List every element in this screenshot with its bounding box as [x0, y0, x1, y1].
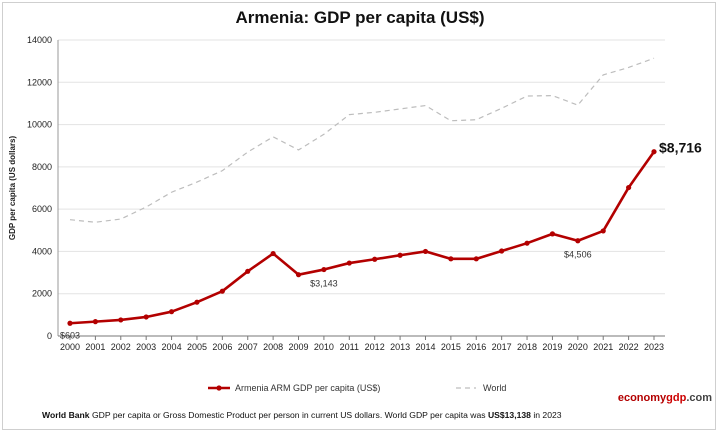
x-tick-label: 2004 [162, 342, 182, 352]
x-tick-label: 2005 [187, 342, 207, 352]
data-point [346, 260, 352, 266]
x-tick-label: 2017 [492, 342, 512, 352]
data-point [194, 299, 200, 305]
legend-label-armenia: Armenia ARM GDP per capita (US$) [235, 383, 380, 393]
x-tick-label: 2007 [238, 342, 258, 352]
data-point [245, 268, 251, 274]
data-point [321, 266, 327, 273]
data-point [626, 184, 632, 191]
x-tick-label: 2010 [314, 342, 334, 352]
data-point [575, 238, 581, 244]
y-tick-label: 14000 [27, 35, 52, 45]
data-point [295, 272, 302, 278]
y-tick-label: 2000 [32, 289, 52, 299]
series-line-world [69, 57, 655, 223]
x-tick-label: 2011 [340, 342, 359, 352]
x-tick-label: 2001 [85, 342, 105, 352]
x-tick-label: 2003 [136, 342, 156, 352]
data-label: $8,716 [659, 140, 702, 156]
x-tick-label: 2015 [441, 342, 461, 352]
data-point [600, 228, 606, 234]
data-point [524, 240, 530, 246]
brand-part-2: gdp [666, 392, 687, 404]
series-line-armenia [69, 150, 656, 325]
y-tick-label: 0 [47, 331, 52, 341]
y-tick-label: 6000 [32, 204, 52, 214]
data-label: $4,506 [564, 250, 592, 260]
y-tick-label: 8000 [32, 162, 52, 172]
footer-text-2: in 2023 [530, 410, 562, 420]
chart-frame [2, 2, 716, 430]
x-tick-label: 2009 [289, 342, 309, 352]
x-tick-label: 2020 [568, 342, 588, 352]
data-label: $603 [60, 330, 80, 340]
chart-title: Armenia: GDP per capita (US$) [235, 8, 485, 27]
data-point [118, 317, 124, 323]
legend-marker-armenia [216, 385, 222, 391]
x-tick-label: 2014 [415, 342, 435, 352]
data-point [397, 252, 403, 258]
data-point [549, 231, 556, 237]
data-point [499, 248, 505, 254]
data-point [473, 256, 479, 262]
data-point [422, 248, 429, 255]
x-tick-label: 2013 [390, 342, 410, 352]
legend-label-world: World [483, 383, 506, 393]
y-tick-label: 10000 [27, 120, 52, 130]
data-label: $3,143 [310, 279, 338, 289]
x-tick-label: 2006 [212, 342, 232, 352]
footer-value: US$13,138 [487, 410, 531, 420]
brand-logo[interactable]: economygdp.com [618, 392, 712, 404]
data-point [219, 288, 225, 294]
data-point [372, 256, 378, 262]
data-point [651, 149, 657, 155]
data-point [168, 309, 175, 315]
x-tick-label: 2022 [619, 342, 639, 352]
x-tick-label: 2012 [365, 342, 385, 352]
x-tick-label: 2018 [517, 342, 537, 352]
x-tick-label: 2023 [644, 342, 664, 352]
footer-source: World Bank [42, 410, 90, 420]
footer-note: World Bank GDP per capita or Gross Domes… [42, 410, 562, 420]
x-tick-label: 2016 [466, 342, 486, 352]
y-tick-label: 4000 [32, 246, 52, 256]
data-point [67, 320, 73, 326]
x-tick-label: 2002 [111, 342, 131, 352]
x-tick-label: 2008 [263, 342, 283, 352]
brand-part-3: .com [686, 392, 712, 404]
x-tick-label: 2021 [593, 342, 613, 352]
data-point [143, 314, 149, 320]
x-tick-label: 2019 [542, 342, 562, 352]
x-tick-label: 2000 [60, 342, 80, 352]
y-axis-label: GDP per capita (US dollars) [8, 136, 17, 241]
data-point [448, 256, 454, 262]
footer-text-1: GDP per capita or Gross Domestic Product… [89, 410, 488, 420]
brand-part-1: economy [617, 392, 667, 404]
data-point [270, 250, 276, 257]
y-tick-label: 12000 [27, 77, 52, 87]
data-point [92, 319, 98, 325]
